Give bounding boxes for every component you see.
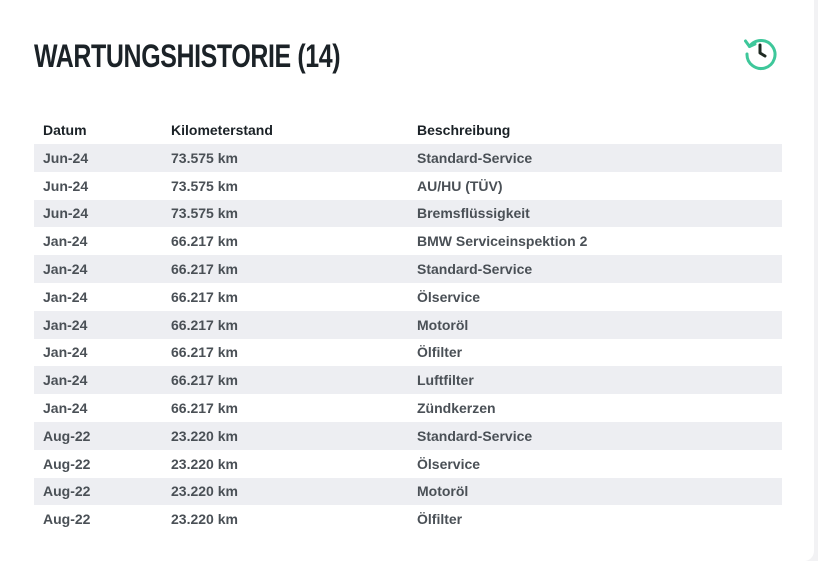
- date-cell: Jun-24: [43, 177, 89, 194]
- description-cell: Ölservice: [417, 455, 481, 472]
- date-cell: Jan-24: [43, 233, 88, 250]
- mileage-cell: 23.220 km: [162, 421, 408, 450]
- mileage-cell: 73.575 km: [162, 199, 408, 228]
- description-cell: Standard-Service: [408, 255, 782, 283]
- date-cell: Aug-22: [34, 421, 162, 450]
- history-button[interactable]: [741, 33, 779, 71]
- table-row: Jan-24 66.217 km Ölfilter: [34, 339, 782, 367]
- mileage-cell: 73.575 km: [171, 177, 238, 194]
- table-row: Jun-24 73.575 km Standard-Service: [34, 144, 782, 172]
- table-row: Jan-24 66.217 km Standard-Service: [34, 255, 782, 283]
- date-cell: Jun-24: [34, 199, 162, 228]
- table-row: Jan-24 66.217 km Luftfilter: [34, 366, 782, 395]
- date-cell: Jan-24: [34, 255, 162, 283]
- mileage-cell: 23.220 km: [162, 477, 408, 506]
- description-cell: Standard-Service: [408, 144, 782, 172]
- table-row: Aug-22 23.220 km Ölfilter: [34, 505, 782, 533]
- date-cell: Jan-24: [34, 310, 162, 339]
- date-cell: Aug-22: [43, 511, 91, 528]
- date-cell: Jan-24: [34, 366, 162, 395]
- date-cell: Jan-24: [43, 344, 88, 361]
- mileage-cell: 23.220 km: [171, 455, 238, 472]
- table-row: Aug-22 23.220 km Ölservice: [34, 450, 782, 478]
- column-header-date: Datum: [43, 122, 87, 138]
- page-title: WARTUNGSHISTORIE (14): [34, 38, 341, 74]
- mileage-cell: 73.575 km: [162, 144, 408, 172]
- description-cell: Ölfilter: [417, 344, 463, 361]
- mileage-cell: 23.220 km: [171, 511, 238, 528]
- description-cell: Motoröl: [408, 310, 782, 339]
- description-cell: Motoröl: [408, 477, 782, 506]
- table-row: Jun-24 73.575 km AU/HU (TÜV): [34, 172, 782, 200]
- description-cell: AU/HU (TÜV): [417, 177, 503, 194]
- table-row: Jan-24 66.217 km Zündkerzen: [34, 394, 782, 422]
- table-row: Jan-24 66.217 km BMW Serviceinspektion 2: [34, 227, 782, 255]
- date-cell: Aug-22: [34, 477, 162, 506]
- column-header-description: Beschreibung: [417, 122, 511, 138]
- mileage-cell: 66.217 km: [171, 288, 238, 305]
- description-cell: Bremsflüssigkeit: [408, 199, 782, 228]
- table-row: Aug-22 23.220 km Motoröl: [34, 477, 782, 506]
- table-row: Jun-24 73.575 km Bremsflüssigkeit: [34, 199, 782, 228]
- mileage-cell: 66.217 km: [162, 366, 408, 395]
- table-row: Jan-24 66.217 km Motoröl: [34, 310, 782, 339]
- column-header-mileage: Kilometerstand: [171, 122, 273, 138]
- mileage-cell: 66.217 km: [171, 233, 238, 250]
- mileage-cell: 66.217 km: [171, 400, 238, 417]
- date-cell: Jun-24: [34, 144, 162, 172]
- maintenance-history-table: Datum Kilometerstand Beschreibung Jun-24…: [34, 116, 782, 533]
- mileage-cell: 66.217 km: [162, 255, 408, 283]
- description-cell: BMW Serviceinspektion 2: [417, 233, 588, 250]
- date-cell: Jan-24: [43, 288, 88, 305]
- description-cell: Ölfilter: [417, 511, 463, 528]
- description-cell: Zündkerzen: [417, 400, 496, 417]
- history-icon: [744, 39, 777, 70]
- date-cell: Aug-22: [43, 455, 91, 472]
- table-row: Aug-22 23.220 km Standard-Service: [34, 421, 782, 450]
- mileage-cell: 66.217 km: [162, 310, 408, 339]
- description-cell: Standard-Service: [408, 421, 782, 450]
- description-cell: Luftfilter: [408, 366, 782, 395]
- mileage-cell: 66.217 km: [171, 344, 238, 361]
- table-header-row: Datum Kilometerstand Beschreibung: [34, 116, 782, 144]
- description-cell: Ölservice: [417, 288, 481, 305]
- table-row: Jan-24 66.217 km Ölservice: [34, 283, 782, 311]
- date-cell: Jan-24: [43, 400, 88, 417]
